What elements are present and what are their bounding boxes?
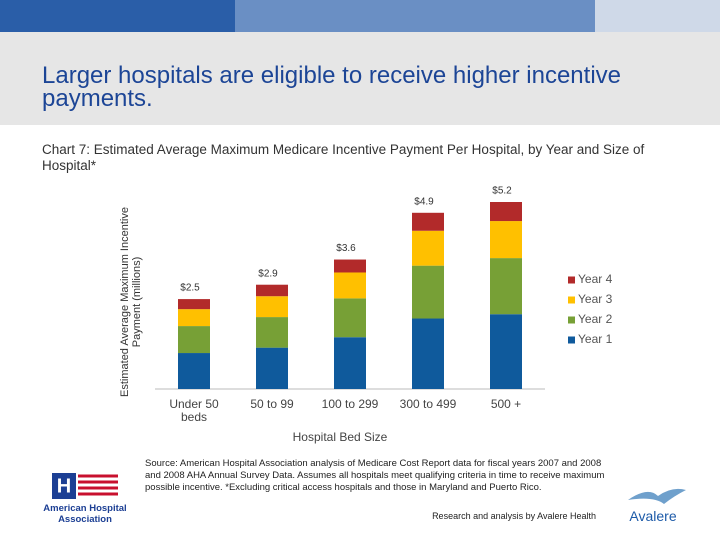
x-tick-label: 50 to 99 (250, 397, 294, 411)
bar-segment (412, 318, 444, 389)
bar-segment (490, 202, 522, 222)
bar-segment (178, 326, 210, 354)
header-block (235, 0, 595, 32)
x-tick-label: Under 50 beds (169, 397, 219, 424)
aha-mark: H (52, 473, 118, 499)
y-axis-label: Estimated Average Maximum Incentive Paym… (119, 207, 143, 397)
bar-segment (256, 317, 288, 348)
legend-label: Year 2 (578, 312, 613, 326)
total-label: $2.9 (258, 268, 278, 279)
bar-segment (490, 221, 522, 259)
avalere-mark (628, 488, 686, 504)
x-tick-label: 100 to 299 (321, 397, 379, 411)
slide-title: Larger hospitals are eligible to receive… (42, 62, 621, 112)
header-block (595, 0, 720, 32)
total-label: $4.9 (414, 196, 434, 207)
chart-title: Chart 7: Estimated Average Maximum Medic… (42, 142, 645, 173)
legend-swatch (568, 296, 575, 304)
bar-segment (178, 353, 210, 389)
avalere-logo-text: Avalere (629, 508, 677, 524)
bar-segment (334, 298, 366, 338)
bar-segment (178, 309, 210, 327)
bar-segment (490, 314, 522, 389)
legend-swatch (568, 276, 575, 284)
bar-segment (256, 347, 288, 389)
legend-swatch (568, 316, 575, 324)
total-label: $2.5 (180, 283, 200, 294)
title-band (0, 32, 720, 125)
svg-text:H: H (57, 475, 71, 497)
header-block (0, 0, 235, 32)
total-label: $3.6 (336, 243, 356, 254)
bar-segment (334, 272, 366, 299)
x-tick-label: 500 + (490, 397, 522, 411)
bar-segment (256, 284, 288, 297)
source-note: Source: American Hospital Association an… (145, 458, 605, 493)
bar-segment (412, 212, 444, 231)
x-tick-label: 300 to 499 (399, 397, 457, 411)
legend-swatch (568, 336, 575, 344)
x-axis-label: Hospital Bed Size (292, 430, 388, 444)
credit: Research and analysis by Avalere Health (432, 511, 596, 521)
bar-segment (412, 230, 444, 266)
bar-segment (256, 296, 288, 318)
bar-segment (178, 299, 210, 310)
legend-label: Year 1 (578, 332, 613, 346)
bar-segment (334, 259, 366, 273)
bar-segment (490, 258, 522, 315)
legend-label: Year 3 (578, 292, 613, 306)
total-label: $5.2 (492, 186, 512, 197)
legend-label: Year 4 (578, 272, 613, 286)
bar-segment (412, 265, 444, 319)
bar-segment (334, 337, 366, 389)
aha-logo-text: American Hospital Association (43, 503, 127, 525)
